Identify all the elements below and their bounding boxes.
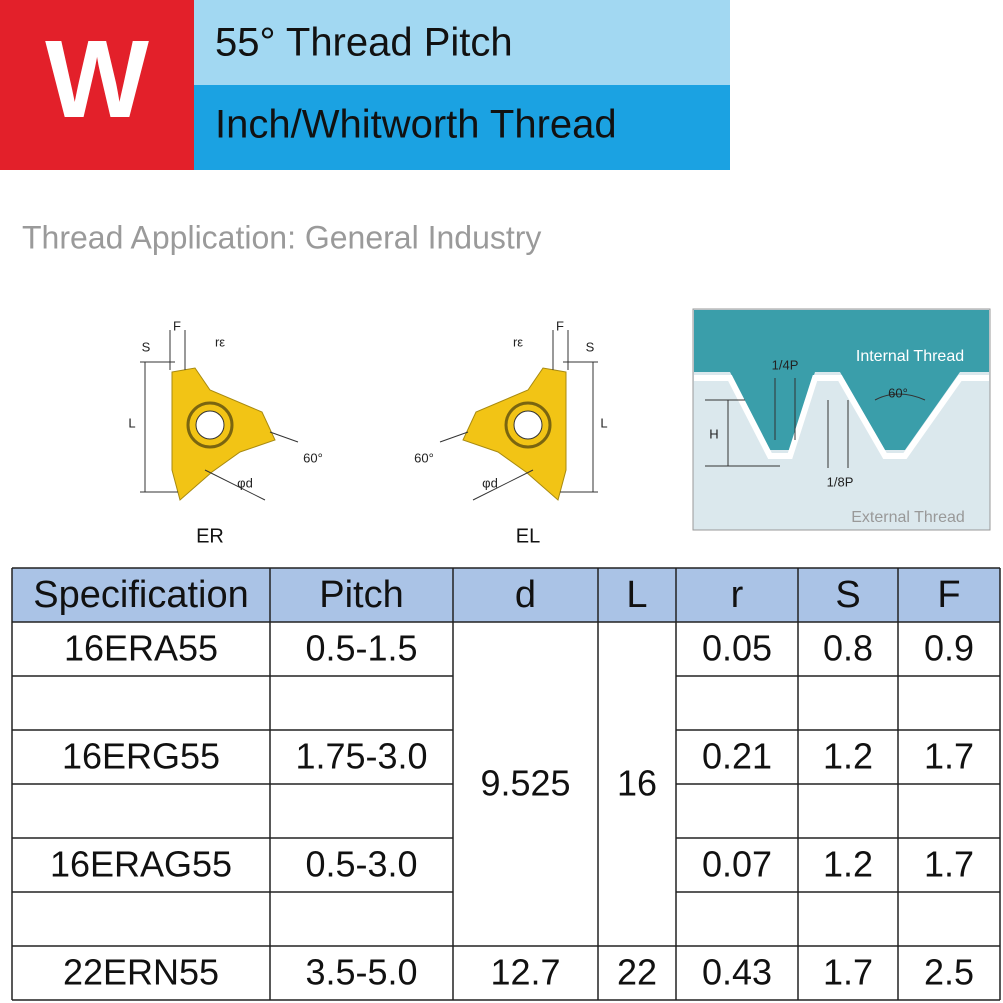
column-header: S: [835, 574, 860, 616]
column-header: L: [626, 574, 647, 616]
band-bottom: [194, 85, 730, 170]
cell: 1.2: [823, 844, 873, 885]
el-d: φd: [482, 475, 498, 490]
er-r: rε: [215, 334, 225, 349]
title-line1: 55° Thread Pitch: [215, 21, 513, 65]
column-header: F: [937, 574, 960, 616]
cell: 0.21: [702, 736, 772, 777]
el-name: EL: [516, 525, 540, 547]
el-angle: 60°: [414, 450, 434, 465]
cell: 16ERG55: [62, 736, 220, 777]
application: Thread Application: General Industry: [22, 219, 541, 255]
quarter-label: 1/4P: [772, 357, 799, 372]
er-diagram: [140, 330, 299, 501]
er-f: F: [173, 318, 181, 333]
badge: W: [45, 18, 149, 141]
h-label: H: [709, 426, 718, 441]
cell: 0.9: [924, 628, 974, 669]
header-bg: [12, 568, 1000, 622]
cell: 0.8: [823, 628, 873, 669]
el-diagram: [439, 330, 598, 501]
er-l: L: [128, 415, 135, 430]
cell: 1.7: [924, 844, 974, 885]
el-s: S: [586, 339, 595, 354]
cell: 0.5-3.0: [305, 844, 417, 885]
cell: 12.7: [490, 952, 560, 993]
badge-bg: [0, 0, 194, 170]
er-d: φd: [237, 475, 253, 490]
cell: 0.43: [702, 952, 772, 993]
cell: 16ERAG55: [50, 844, 232, 885]
cell: 2.5: [924, 952, 974, 993]
column-header: Pitch: [319, 574, 403, 616]
cell: 0.05: [702, 628, 772, 669]
er-s: S: [142, 339, 151, 354]
cell: 9.525: [480, 763, 570, 804]
internal-label: Internal Thread: [856, 348, 964, 365]
external-label: External Thread: [851, 509, 965, 526]
er-angle: 60°: [303, 450, 323, 465]
thread-diagram: [692, 308, 991, 531]
angle-label: 60°: [888, 385, 908, 400]
column-header: d: [515, 574, 536, 616]
cell: 1.2: [823, 736, 873, 777]
cell: 0.07: [702, 844, 772, 885]
title-line2: Inch/Whitworth Thread: [215, 103, 617, 147]
band-top: [194, 0, 730, 85]
eighth-label: 1/8P: [827, 474, 854, 489]
cell: 1.7: [924, 736, 974, 777]
cell: 22: [617, 952, 657, 993]
el-f: F: [556, 318, 564, 333]
el-l: L: [600, 415, 607, 430]
cell: 3.5-5.0: [305, 952, 417, 993]
column-header: r: [731, 574, 744, 616]
cell: 0.5-1.5: [305, 628, 417, 669]
cell: 22ERN55: [63, 952, 219, 993]
cell: 1.75-3.0: [295, 736, 427, 777]
column-header: Specification: [33, 574, 248, 616]
cell: 16: [617, 763, 657, 804]
el-r: rε: [513, 334, 523, 349]
cell: 16ERA55: [64, 628, 218, 669]
cell: 1.7: [823, 952, 873, 993]
er-name: ER: [196, 525, 224, 547]
